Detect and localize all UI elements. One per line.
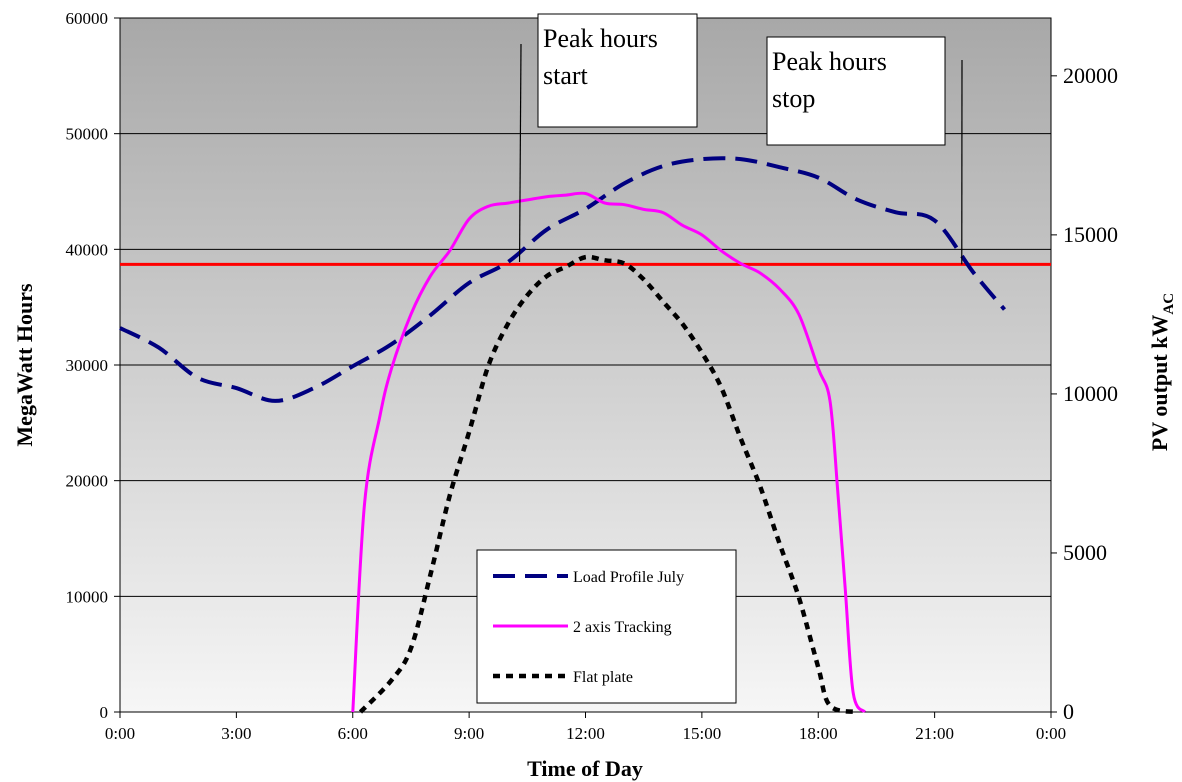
legend: Load Profile July 2 axis Tracking Flat pla…: [476, 549, 737, 704]
legend-label: 2 axis Tracking: [573, 619, 672, 636]
x-tick-label: 18:00: [799, 724, 838, 743]
x-tick-label: 21:00: [915, 724, 954, 743]
y-tick-label: 50000: [66, 125, 109, 144]
annotation-box: [766, 36, 946, 146]
annotation-text: stop: [772, 84, 815, 113]
series-line-2: [358, 254, 858, 715]
annotation-pointer: [518, 43, 522, 263]
y-axis-title: MegaWatt Hours: [12, 283, 37, 447]
x-axis-title: Time of Day: [527, 756, 643, 781]
x-tick-label: 6:00: [338, 724, 368, 743]
y-axis-ticks: 0 10000 20000 30000 40000 50000 60000: [66, 9, 120, 722]
y-tick-label: 20000: [66, 472, 109, 491]
x-tick-label: 12:00: [566, 724, 605, 743]
y2-tick-label: 15000: [1063, 222, 1118, 247]
y2-tick-label: 0: [1063, 699, 1074, 724]
legend-label: Flat plate: [573, 669, 633, 686]
y-tick-label: 30000: [66, 356, 109, 375]
y2-axis-title: PV output kWAC: [1147, 293, 1177, 451]
y-tick-label: 10000: [66, 587, 109, 606]
x-tick-label: 0:00: [105, 724, 135, 743]
series-line-1: [351, 191, 867, 714]
y2-tick-label: 10000: [1063, 381, 1118, 406]
annotation-text: start: [543, 61, 589, 90]
x-tick-label: 3:00: [221, 724, 251, 743]
y-tick-label: 60000: [66, 9, 109, 28]
y-tick-label: 0: [100, 703, 109, 722]
y-tick-label: 40000: [66, 240, 109, 259]
annotations: Peak hours start Peak hours stop: [518, 13, 963, 265]
y2-tick-label: 5000: [1063, 540, 1107, 565]
y2-axis-ticks: 0 5000 10000 15000 20000: [1051, 63, 1118, 724]
y2-axis-title-main: PV output kW: [1147, 315, 1172, 452]
x-tick-label: 9:00: [454, 724, 484, 743]
series-line-0: [119, 156, 1007, 403]
y2-tick-label: 20000: [1063, 63, 1118, 88]
annotation-box: [537, 13, 698, 128]
series-layer: [119, 156, 1007, 715]
annotation-text: Peak hours: [772, 47, 887, 76]
annotation-text: Peak hours: [543, 24, 658, 53]
x-axis-ticks: 0:00 3:00 6:00 9:00 12:00 15:00 18:00 21:00 0:00: [105, 712, 1066, 743]
x-tick-label: 0:00: [1036, 724, 1066, 743]
legend-label: Load Profile July: [573, 569, 684, 586]
y2-axis-title-subscript: AC: [1161, 293, 1177, 315]
legend-items: Load Profile July 2 axis Tracking Flat pla…: [493, 569, 684, 686]
x-tick-label: 15:00: [683, 724, 722, 743]
